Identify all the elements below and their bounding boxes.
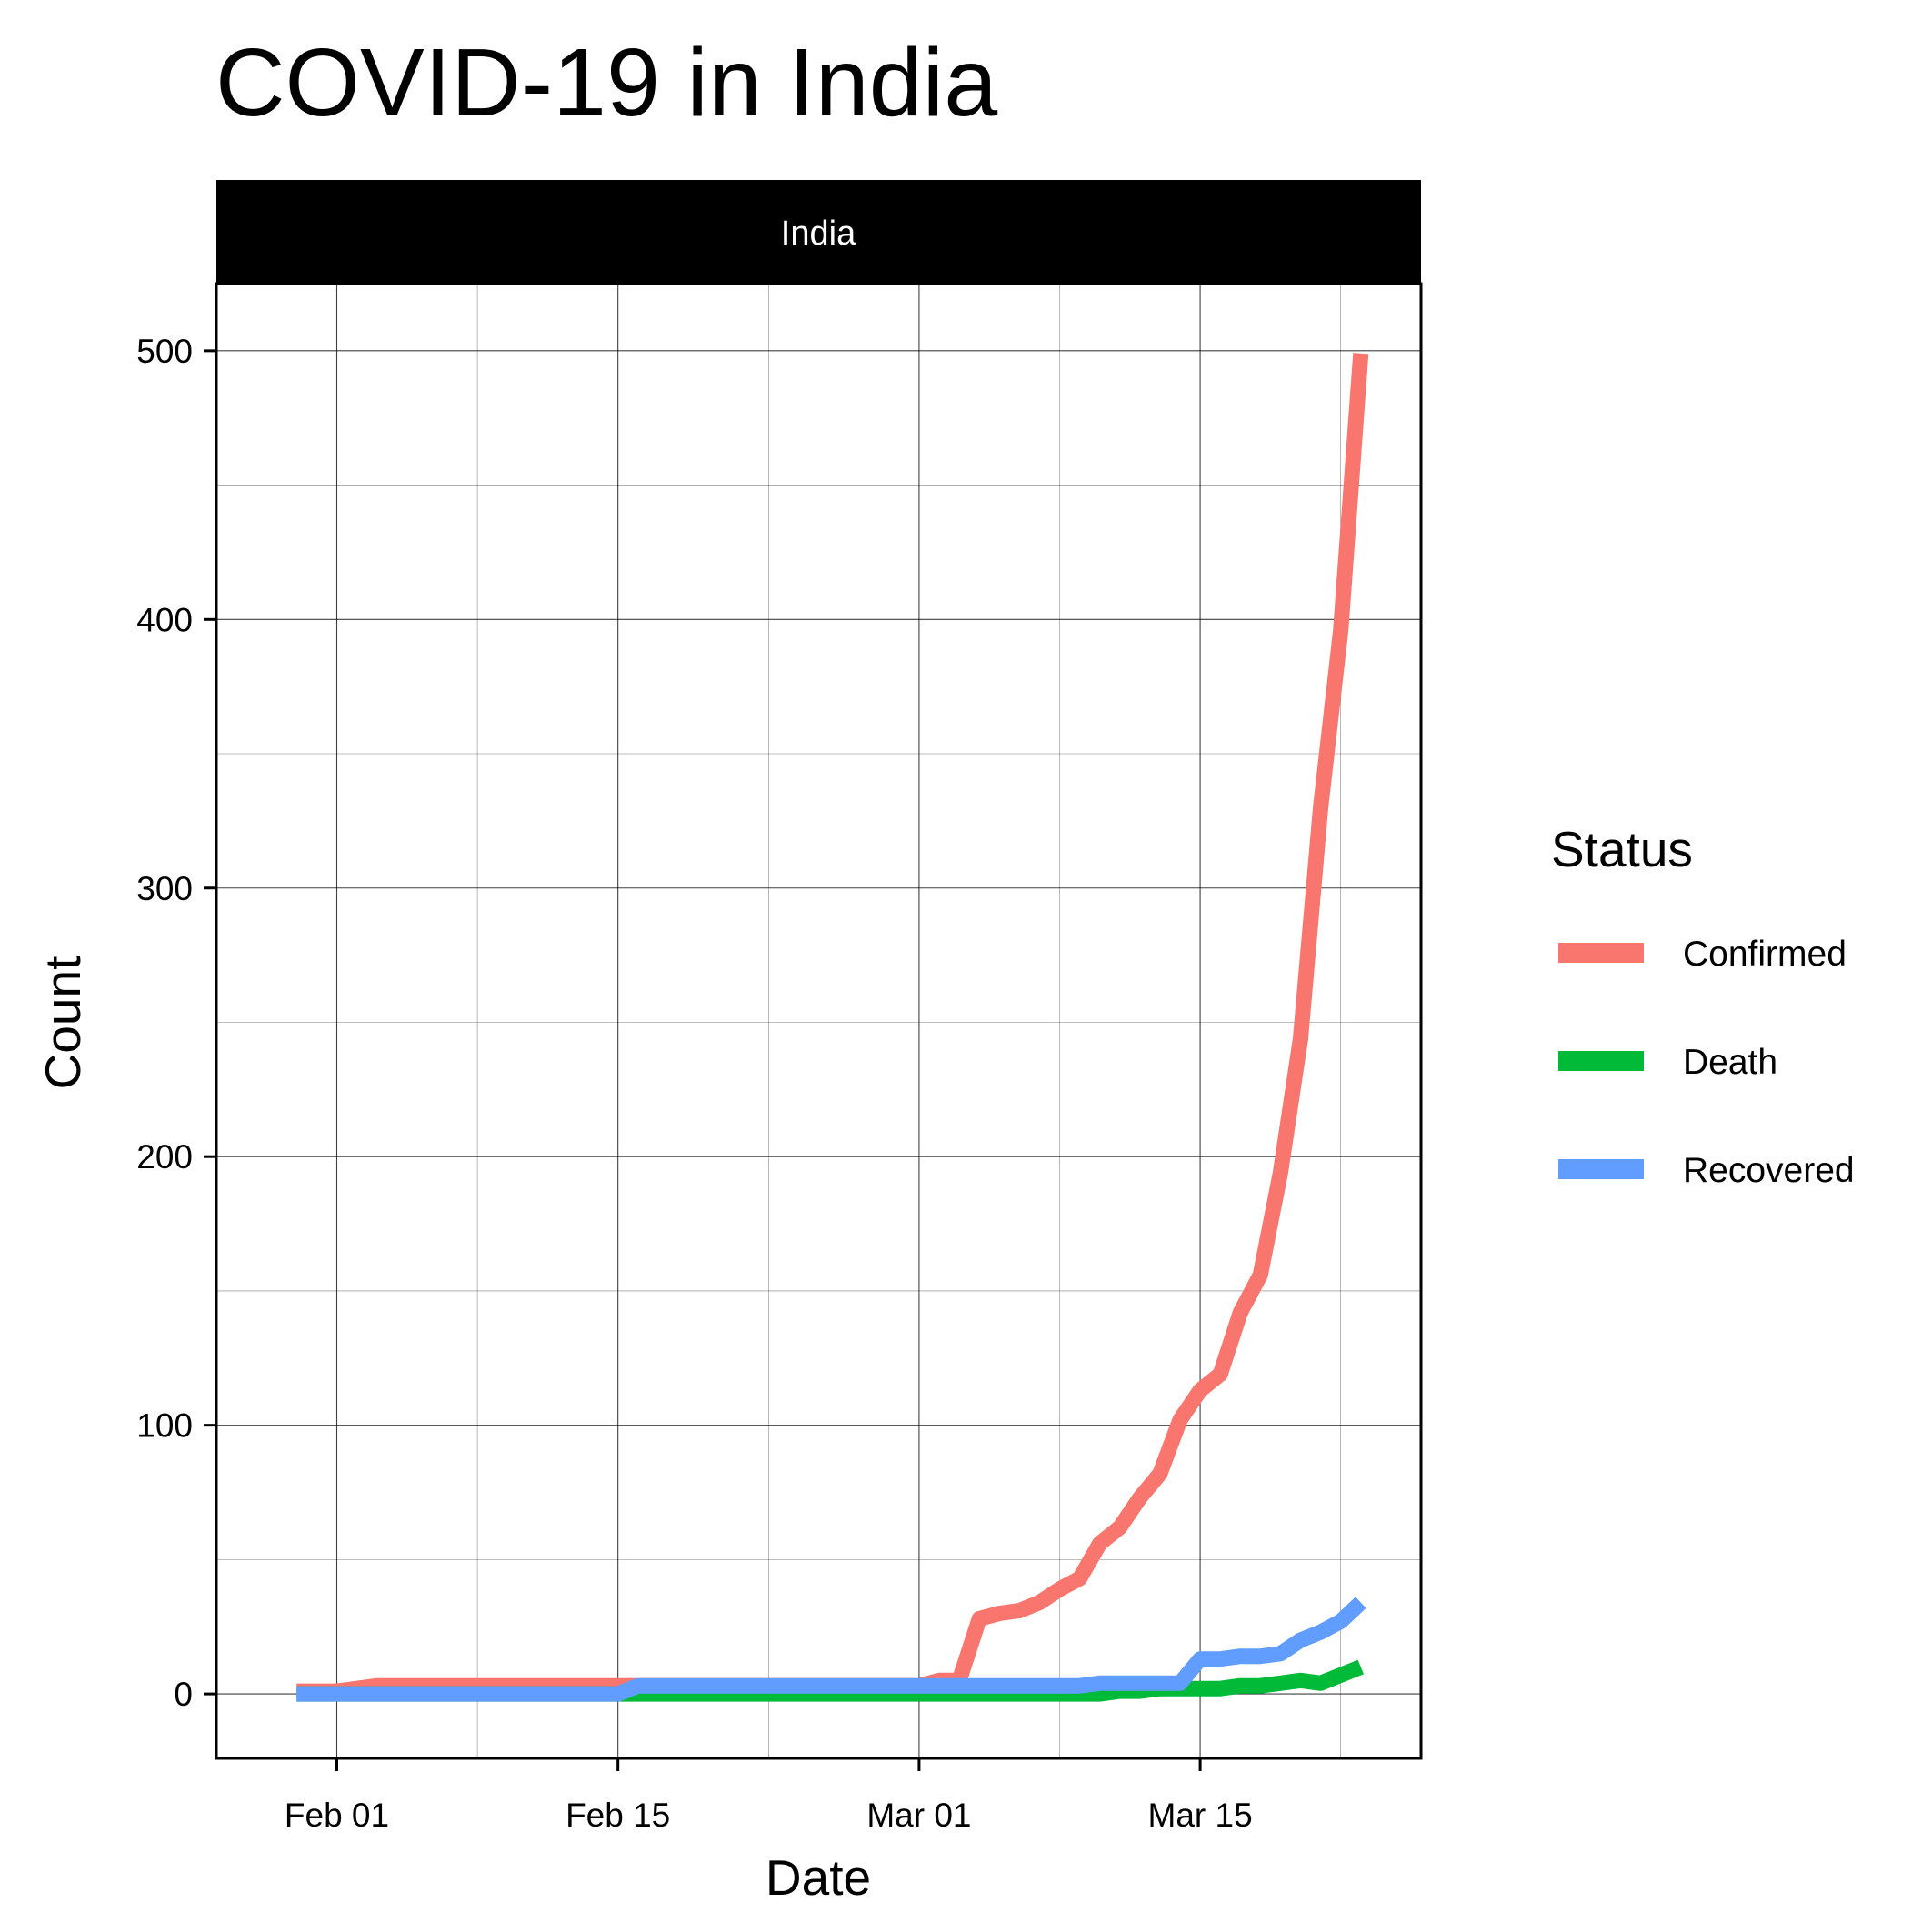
legend-label-death: Death xyxy=(1683,1043,1777,1082)
x-tick-label: Feb 15 xyxy=(566,1797,670,1834)
legend: Status Confirmed Death Recovered xyxy=(1551,821,1855,1190)
y-tick-label: 400 xyxy=(136,601,193,638)
y-axis-title: Count xyxy=(35,956,91,1090)
legend-label-recovered: Recovered xyxy=(1683,1151,1855,1190)
x-tick-label: Mar 15 xyxy=(1148,1797,1253,1834)
x-axis-title: Date xyxy=(766,1849,871,1906)
chart-title: COVID-19 in India xyxy=(215,29,997,136)
series-line-recovered xyxy=(296,1597,1366,1702)
y-tick-label: 100 xyxy=(136,1407,193,1445)
y-tick-label: 200 xyxy=(136,1138,193,1176)
panel-border xyxy=(215,282,1423,1760)
x-tick-label: Feb 01 xyxy=(285,1797,389,1834)
x-axis: Feb 01 Feb 15 Mar 01 Mar 15 xyxy=(285,1758,1253,1834)
series-lines xyxy=(296,353,1369,1702)
y-axis: 0 100 200 300 400 500 xyxy=(136,333,216,1713)
gridlines xyxy=(216,284,1421,1758)
y-tick-label: 500 xyxy=(136,333,193,370)
y-tick-label: 0 xyxy=(174,1676,193,1713)
legend-title: Status xyxy=(1551,821,1693,877)
facet-strip xyxy=(216,180,1421,284)
x-tick-label: Mar 01 xyxy=(866,1797,971,1834)
y-tick-label: 300 xyxy=(136,870,193,907)
facet-strip-label: India xyxy=(781,215,856,253)
legend-label-confirmed: Confirmed xyxy=(1683,935,1847,974)
